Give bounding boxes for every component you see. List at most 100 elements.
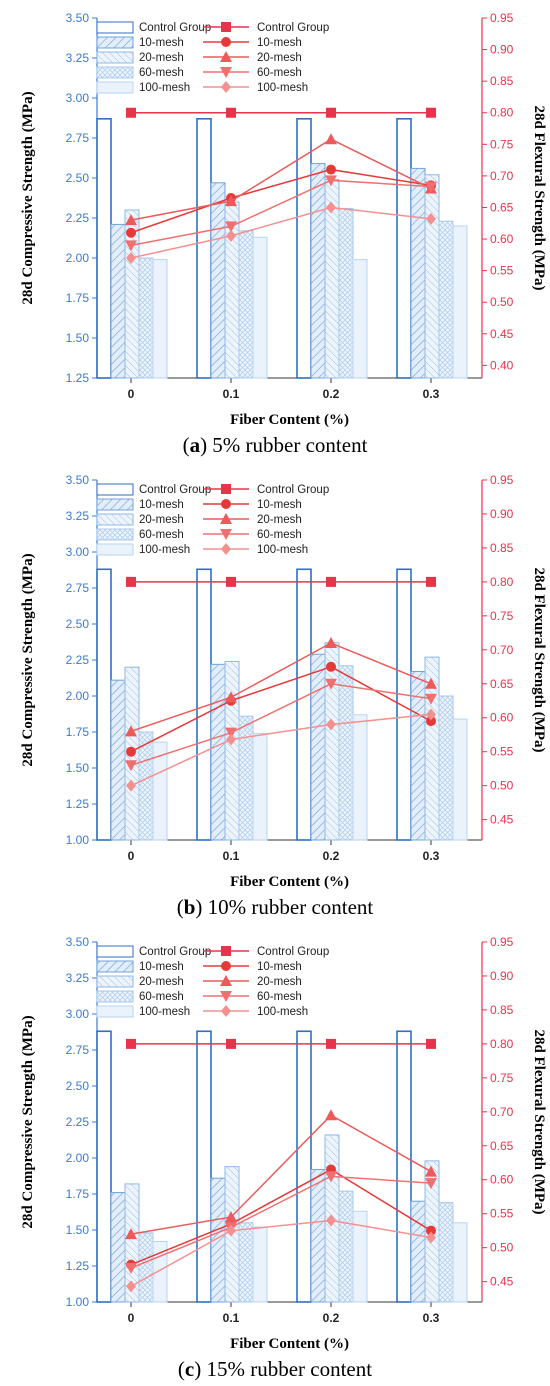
legend-bar-label: 60-mesh (139, 529, 184, 541)
right-tick-label: 0.60 (490, 1173, 514, 1187)
legend-bar-swatch (96, 528, 134, 541)
legend-bar-label: 100-mesh (139, 544, 190, 556)
legend-bar-label: 100-mesh (139, 1006, 190, 1018)
right-tick-label: 0.95 (490, 11, 514, 25)
bar-10-mesh (310, 653, 326, 841)
right-tick-label: 0.85 (490, 541, 514, 555)
x-tick-label: 0.3 (423, 849, 440, 863)
legend-line-label: 20-mesh (257, 52, 302, 64)
bar-60-mesh (238, 230, 254, 379)
right-tick-label: 0.80 (490, 575, 514, 589)
bar-60-mesh (238, 1222, 254, 1303)
bar-100-mesh (352, 1210, 368, 1303)
legend-line-marker (221, 961, 231, 971)
left-tick-label: 2.75 (66, 581, 90, 595)
chart-panel-c: 1.00 1.25 1.50 1.75 2.00 2.25 2.50 2.75 3.00 3.25… (20, 935, 547, 1381)
legend-line-label: 100-mesh (257, 1006, 308, 1018)
legend-bar-label: 60-mesh (139, 991, 184, 1003)
bar-60-mesh (438, 1202, 454, 1303)
panel-caption: (c) 15% rubber content (178, 1357, 372, 1381)
bar-control (96, 118, 112, 379)
point-marker (326, 1038, 336, 1049)
bar-control (96, 1030, 112, 1303)
left-axis-title: 28d Compressive Strength (MPa) (20, 91, 36, 304)
legend-line-label: 100-mesh (257, 544, 308, 556)
left-tick-label: 2.50 (66, 171, 90, 185)
right-tick-label: 0.65 (490, 677, 514, 691)
left-tick-label: 2.50 (66, 1079, 90, 1093)
point-marker (125, 1263, 137, 1275)
point-marker (225, 195, 237, 207)
point-marker (425, 181, 437, 193)
point-marker (426, 576, 436, 587)
left-tick-label: 2.25 (66, 653, 90, 667)
bar-100-mesh (352, 714, 368, 841)
legend-bar-label: Control Group (139, 484, 211, 496)
legend-line-label: 60-mesh (257, 991, 302, 1003)
bar-60-mesh (338, 1190, 354, 1303)
bar-20-mesh (424, 174, 440, 379)
point-marker (226, 733, 236, 746)
left-tick-label: 3.50 (66, 11, 90, 25)
x-axis-title: Fiber Content (%) (230, 1336, 349, 1352)
left-tick-label: 1.25 (66, 371, 90, 385)
legend-bar-label: 10-mesh (139, 499, 184, 511)
left-tick-label: 2.50 (66, 617, 90, 631)
right-tick-label: 0.60 (490, 711, 514, 725)
legend-bar-label: 10-mesh (139, 37, 184, 49)
right-tick-label: 0.95 (490, 473, 514, 487)
point-marker (326, 107, 336, 118)
x-tick-label: 0.2 (323, 849, 340, 863)
bar-10-mesh (310, 163, 326, 379)
legend-bar-label: 100-mesh (139, 82, 190, 94)
left-tick-label: 1.75 (66, 725, 90, 739)
left-tick-label: 1.00 (66, 833, 90, 847)
bar-20-mesh (324, 642, 340, 841)
legend-line-label: 10-mesh (257, 961, 302, 973)
x-tick-label: 0.1 (223, 1311, 240, 1325)
bar-60-mesh (138, 731, 154, 841)
legend-line-marker (220, 991, 232, 1002)
point-marker (425, 677, 437, 689)
legend-line-marker (220, 67, 232, 78)
legend-line-marker (221, 946, 231, 956)
point-marker (225, 727, 237, 739)
panels: 1.25 1.50 1.75 2.00 2.25 2.50 2.75 3.00 3.25 3.50… (20, 11, 547, 1381)
chart-panel-b: 1.00 1.25 1.50 1.75 2.00 2.25 2.50 2.75 3.00 3.25… (20, 473, 547, 919)
bar-60-mesh (138, 257, 154, 379)
right-tick-label: 0.90 (490, 969, 514, 983)
point-marker (126, 252, 136, 264)
bar-control (396, 1030, 412, 1303)
x-tick-label: 0 (128, 387, 135, 401)
right-tick-label: 0.65 (490, 1139, 514, 1153)
legend-bar-swatch (96, 1005, 134, 1018)
left-tick-label: 3.00 (66, 91, 90, 105)
point-marker (325, 175, 337, 187)
legend-bar-label: 20-mesh (139, 514, 184, 526)
right-axis-title: 28d Flexural Strength (MPa) (531, 105, 547, 290)
point-marker (426, 107, 436, 118)
bar-control (296, 568, 312, 841)
series-line-10-mesh (130, 1168, 432, 1266)
left-tick-label: 1.50 (66, 761, 90, 775)
point-marker (126, 227, 136, 238)
point-marker (126, 107, 136, 118)
bar-60-mesh (438, 695, 454, 841)
legend-line-marker (220, 529, 232, 540)
legend-bar-label: Control Group (139, 946, 211, 958)
bar-100-mesh (352, 259, 368, 379)
legend-line-marker (220, 51, 232, 62)
series-line-20-mesh (130, 138, 432, 221)
bar-control (396, 118, 412, 379)
left-tick-label: 3.25 (66, 51, 90, 65)
right-tick-label: 0.65 (490, 200, 514, 214)
right-tick-label: 0.40 (490, 358, 514, 372)
point-marker (426, 716, 436, 727)
point-marker (126, 746, 136, 757)
legend-line-marker (221, 484, 231, 494)
bar-10-mesh (110, 679, 126, 841)
right-tick-label: 0.85 (490, 74, 514, 88)
legend-line-label: 10-mesh (257, 499, 302, 511)
left-tick-label: 1.25 (66, 1259, 90, 1273)
point-marker (226, 576, 236, 587)
